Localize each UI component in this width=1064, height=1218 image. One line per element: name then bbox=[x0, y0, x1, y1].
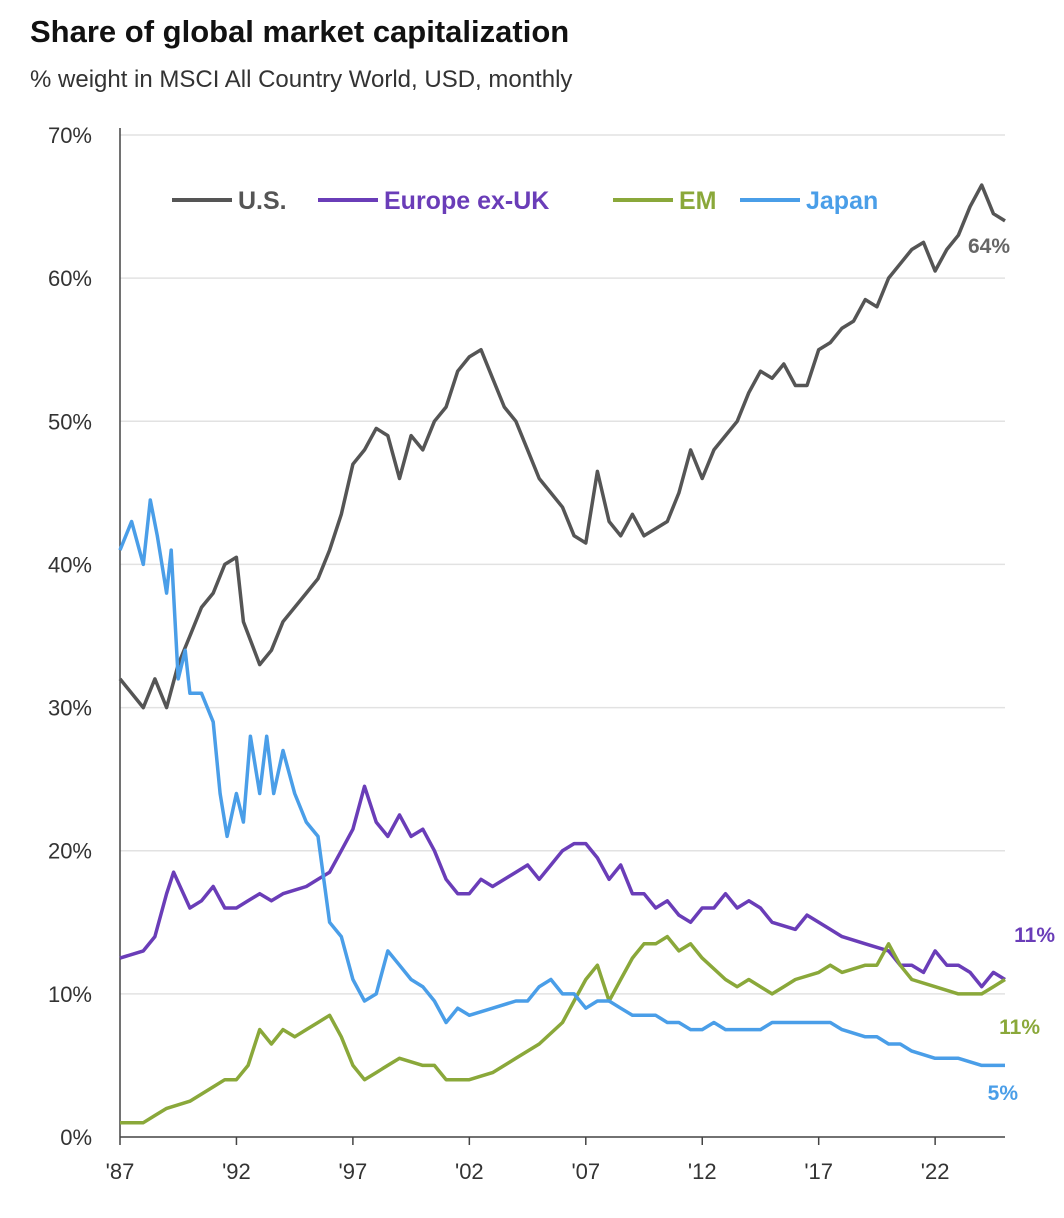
y-tick-label: 60% bbox=[48, 266, 92, 291]
x-tick-label: '12 bbox=[688, 1159, 717, 1184]
x-tick-label: '22 bbox=[921, 1159, 950, 1184]
legend-label: Europe ex-UK bbox=[384, 187, 549, 215]
series-line-u-s bbox=[118, 183, 1006, 710]
end-label: 11% bbox=[1014, 924, 1055, 947]
x-tick-label: '97 bbox=[339, 1159, 368, 1184]
x-tick-label: '92 bbox=[222, 1159, 251, 1184]
y-tick-label: 50% bbox=[48, 409, 92, 434]
series-line-em bbox=[120, 934, 1006, 1125]
chart-subtitle: % weight in MSCI All Country World, USD,… bbox=[30, 66, 573, 93]
legend-label: Japan bbox=[806, 187, 878, 215]
x-tick-label: '87 bbox=[106, 1159, 135, 1184]
x-tick-label: '07 bbox=[571, 1159, 600, 1184]
legend-label: EM bbox=[679, 187, 717, 215]
chart-title: Share of global market capitalization bbox=[30, 14, 570, 49]
legend-label: U.S. bbox=[238, 187, 287, 215]
x-tick-label: '02 bbox=[455, 1159, 484, 1184]
series-line-japan bbox=[118, 498, 1005, 1068]
x-tick-label: '17 bbox=[804, 1159, 833, 1184]
end-label: 64% bbox=[968, 235, 1010, 258]
y-tick-label: 0% bbox=[60, 1125, 92, 1150]
y-tick-label: 40% bbox=[48, 552, 92, 577]
end-label: 5% bbox=[988, 1082, 1019, 1105]
y-tick-label: 10% bbox=[48, 982, 92, 1007]
series-line-europe-ex-uk bbox=[119, 784, 1006, 989]
y-tick-label: 30% bbox=[48, 696, 92, 721]
end-label: 11% bbox=[999, 1016, 1040, 1039]
y-tick-label: 70% bbox=[48, 123, 92, 148]
y-tick-label: 20% bbox=[48, 839, 92, 864]
